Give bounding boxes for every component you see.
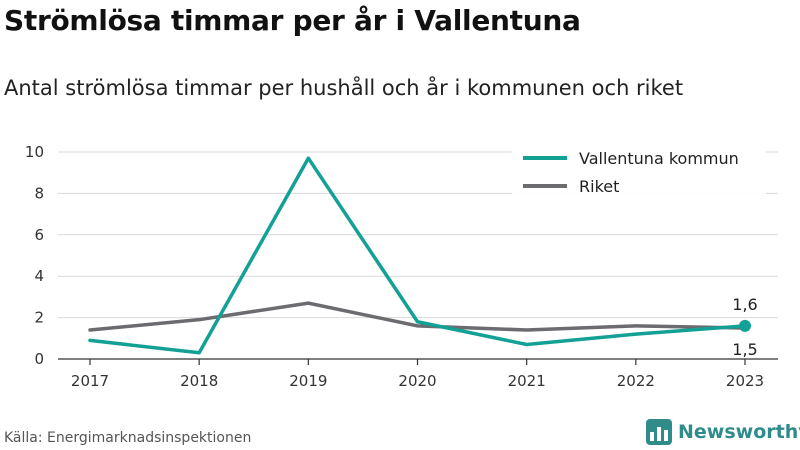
y-tick-label: 6: [34, 226, 44, 244]
x-tick-label: 2018: [180, 372, 218, 390]
y-tick-label: 4: [34, 267, 44, 285]
x-tick-label: 2021: [508, 372, 546, 390]
legend-box: [512, 142, 766, 200]
page-subtitle: Antal strömlösa timmar per hushåll och å…: [4, 76, 684, 100]
x-tick-label: 2017: [71, 372, 109, 390]
legend-label: Vallentuna kommun: [579, 149, 739, 168]
y-tick-label: 8: [34, 184, 44, 202]
endpoint-marker: [739, 319, 751, 332]
series-line-riket: [88, 301, 747, 332]
series-line-vallentuna: [88, 156, 747, 355]
y-tick-label: 0: [34, 350, 44, 368]
y-tick-label: 2: [34, 309, 44, 327]
legend-label: Riket: [579, 177, 619, 196]
x-tick-label: 2020: [398, 372, 436, 390]
x-tick-label: 2022: [617, 372, 655, 390]
source-note: Källa: Energimarknadsinspektionen: [4, 430, 252, 446]
x-tick-label: 2023: [726, 372, 764, 390]
data-label: 1,6: [732, 295, 757, 314]
bar-chart-logo-icon: [646, 419, 672, 445]
page-title: Strömlösa timmar per år i Vallentuna: [4, 4, 581, 37]
data-label: 1,5: [732, 340, 757, 359]
x-tick-label: 2019: [289, 372, 327, 390]
y-tick-label: 10: [25, 143, 44, 161]
brand-logo[interactable]: Newsworthy: [646, 419, 800, 445]
brand-name: Newsworthy: [678, 421, 800, 443]
